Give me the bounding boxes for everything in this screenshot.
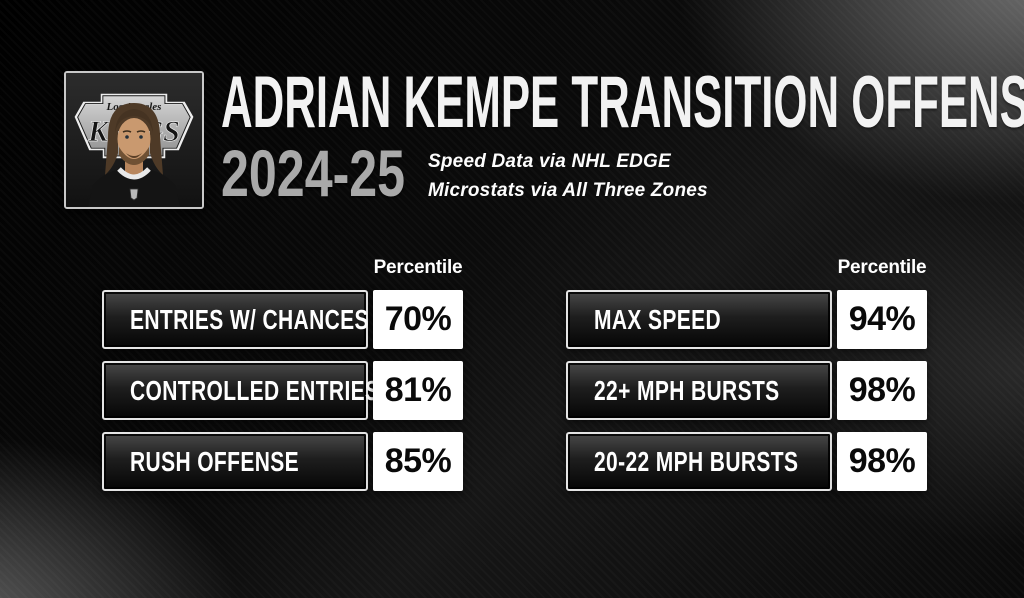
stat-value-rush-offense: 85% [373,432,463,491]
percentile-header-right: Percentile [837,257,927,278]
percentile-header-left: Percentile [373,257,463,278]
stat-label-20-22-mph-bursts: 20-22 MPH BURSTS [566,432,832,491]
stat-label-text: RUSH OFFENSE [130,445,300,477]
stat-value-text: 85% [384,442,452,480]
stat-label-22plus-mph-bursts: 22+ MPH BURSTS [566,361,832,420]
stat-label-max-speed: MAX SPEED [566,290,832,349]
stat-value-text: 70% [384,300,452,338]
stat-label-text: MAX SPEED [594,303,722,335]
stat-label-entries-w-chances: ENTRIES W/ CHANCES [102,290,369,349]
kings-crest-and-player-illustration: Los Angeles KINGS [66,73,202,207]
stat-label-text: 22+ MPH BURSTS [594,374,780,406]
player-headshot [88,103,180,207]
page-title: ADRIAN KEMPE TRANSITION OFFENSE [221,62,1024,143]
stat-value-text: 98% [848,442,916,480]
stat-label-text: CONTROLLED ENTRIES [130,374,380,406]
season-label: 2024-25 [221,136,406,210]
stat-label-text: 20-22 MPH BURSTS [594,445,799,477]
stat-value-entries-w-chances: 70% [373,290,463,349]
source-line-microstats: Microstats via All Three Zones [428,180,708,201]
stat-value-text: 98% [848,371,916,409]
stat-value-text: 94% [848,300,916,338]
data-sources: Speed Data via NHL EDGE Microstats via A… [428,147,708,205]
stat-label-text: ENTRIES W/ CHANCES [130,303,369,335]
stat-value-max-speed: 94% [837,290,927,349]
stat-value-22plus-mph-bursts: 98% [837,361,927,420]
stat-value-controlled-entries: 81% [373,361,463,420]
stat-value-20-22-mph-bursts: 98% [837,432,927,491]
player-photo: Los Angeles KINGS [64,71,204,209]
source-line-speed: Speed Data via NHL EDGE [428,151,671,172]
stat-label-rush-offense: RUSH OFFENSE [102,432,368,491]
stat-value-text: 81% [384,371,452,409]
stat-label-controlled-entries: CONTROLLED ENTRIES [102,361,379,420]
